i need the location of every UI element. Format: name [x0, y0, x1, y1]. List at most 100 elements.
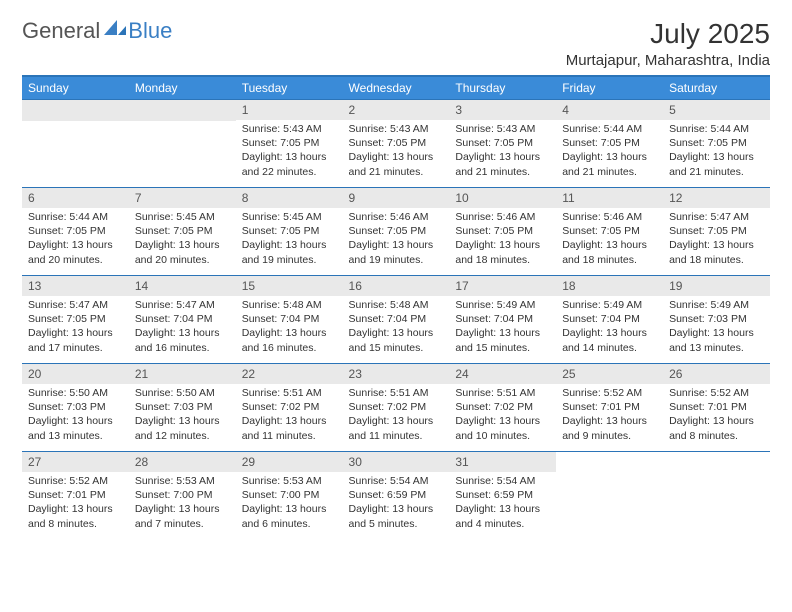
- calendar-cell: [663, 452, 770, 540]
- calendar-cell: 22Sunrise: 5:51 AMSunset: 7:02 PMDayligh…: [236, 364, 343, 452]
- day-number: 2: [343, 100, 450, 120]
- day-header: Tuesday: [236, 76, 343, 100]
- day-info: Sunrise: 5:49 AMSunset: 7:04 PMDaylight:…: [556, 296, 663, 359]
- day-info: Sunrise: 5:43 AMSunset: 7:05 PMDaylight:…: [449, 120, 556, 183]
- day-number: 21: [129, 364, 236, 384]
- day-info: Sunrise: 5:45 AMSunset: 7:05 PMDaylight:…: [236, 208, 343, 271]
- day-number: 10: [449, 188, 556, 208]
- day-header: Saturday: [663, 76, 770, 100]
- calendar-cell: 18Sunrise: 5:49 AMSunset: 7:04 PMDayligh…: [556, 276, 663, 364]
- day-info: Sunrise: 5:44 AMSunset: 7:05 PMDaylight:…: [22, 208, 129, 271]
- calendar-cell: 13Sunrise: 5:47 AMSunset: 7:05 PMDayligh…: [22, 276, 129, 364]
- day-number: 30: [343, 452, 450, 472]
- calendar-cell: 26Sunrise: 5:52 AMSunset: 7:01 PMDayligh…: [663, 364, 770, 452]
- day-number: 16: [343, 276, 450, 296]
- calendar-cell: 31Sunrise: 5:54 AMSunset: 6:59 PMDayligh…: [449, 452, 556, 540]
- day-info: Sunrise: 5:54 AMSunset: 6:59 PMDaylight:…: [343, 472, 450, 535]
- logo: General Blue: [22, 18, 172, 44]
- day-number: 7: [129, 188, 236, 208]
- calendar-header-row: SundayMondayTuesdayWednesdayThursdayFrid…: [22, 76, 770, 100]
- calendar-cell: 9Sunrise: 5:46 AMSunset: 7:05 PMDaylight…: [343, 188, 450, 276]
- day-info: Sunrise: 5:54 AMSunset: 6:59 PMDaylight:…: [449, 472, 556, 535]
- day-info: Sunrise: 5:47 AMSunset: 7:05 PMDaylight:…: [663, 208, 770, 271]
- calendar-cell: 27Sunrise: 5:52 AMSunset: 7:01 PMDayligh…: [22, 452, 129, 540]
- day-info: Sunrise: 5:50 AMSunset: 7:03 PMDaylight:…: [22, 384, 129, 447]
- day-info: Sunrise: 5:48 AMSunset: 7:04 PMDaylight:…: [236, 296, 343, 359]
- day-number: 19: [663, 276, 770, 296]
- day-info: Sunrise: 5:46 AMSunset: 7:05 PMDaylight:…: [556, 208, 663, 271]
- logo-text-general: General: [22, 18, 100, 44]
- day-header: Friday: [556, 76, 663, 100]
- calendar-cell: 14Sunrise: 5:47 AMSunset: 7:04 PMDayligh…: [129, 276, 236, 364]
- day-info: Sunrise: 5:44 AMSunset: 7:05 PMDaylight:…: [663, 120, 770, 183]
- day-number: 11: [556, 188, 663, 208]
- title-block: July 2025 Murtajapur, Maharashtra, India: [566, 18, 770, 69]
- month-title: July 2025: [566, 18, 770, 50]
- calendar-cell: 8Sunrise: 5:45 AMSunset: 7:05 PMDaylight…: [236, 188, 343, 276]
- calendar-cell: 16Sunrise: 5:48 AMSunset: 7:04 PMDayligh…: [343, 276, 450, 364]
- day-number: 23: [343, 364, 450, 384]
- calendar-cell: 24Sunrise: 5:51 AMSunset: 7:02 PMDayligh…: [449, 364, 556, 452]
- empty-daynum: [22, 100, 129, 121]
- day-info: Sunrise: 5:49 AMSunset: 7:03 PMDaylight:…: [663, 296, 770, 359]
- calendar-cell: 11Sunrise: 5:46 AMSunset: 7:05 PMDayligh…: [556, 188, 663, 276]
- day-number: 12: [663, 188, 770, 208]
- header: General Blue July 2025 Murtajapur, Mahar…: [22, 18, 770, 69]
- day-info: Sunrise: 5:43 AMSunset: 7:05 PMDaylight:…: [343, 120, 450, 183]
- calendar-cell: 21Sunrise: 5:50 AMSunset: 7:03 PMDayligh…: [129, 364, 236, 452]
- calendar-cell: [22, 100, 129, 188]
- day-info: Sunrise: 5:52 AMSunset: 7:01 PMDaylight:…: [663, 384, 770, 447]
- calendar-cell: 25Sunrise: 5:52 AMSunset: 7:01 PMDayligh…: [556, 364, 663, 452]
- calendar-cell: 30Sunrise: 5:54 AMSunset: 6:59 PMDayligh…: [343, 452, 450, 540]
- logo-text-blue: Blue: [128, 18, 172, 44]
- calendar-row: 6Sunrise: 5:44 AMSunset: 7:05 PMDaylight…: [22, 188, 770, 276]
- day-info: Sunrise: 5:51 AMSunset: 7:02 PMDaylight:…: [449, 384, 556, 447]
- day-number: 18: [556, 276, 663, 296]
- day-info: Sunrise: 5:50 AMSunset: 7:03 PMDaylight:…: [129, 384, 236, 447]
- location: Murtajapur, Maharashtra, India: [566, 52, 770, 69]
- day-number: 29: [236, 452, 343, 472]
- calendar-cell: 19Sunrise: 5:49 AMSunset: 7:03 PMDayligh…: [663, 276, 770, 364]
- calendar-cell: 10Sunrise: 5:46 AMSunset: 7:05 PMDayligh…: [449, 188, 556, 276]
- day-info: Sunrise: 5:49 AMSunset: 7:04 PMDaylight:…: [449, 296, 556, 359]
- calendar-row: 20Sunrise: 5:50 AMSunset: 7:03 PMDayligh…: [22, 364, 770, 452]
- day-header: Sunday: [22, 76, 129, 100]
- day-number: 4: [556, 100, 663, 120]
- calendar-table: SundayMondayTuesdayWednesdayThursdayFrid…: [22, 75, 770, 540]
- calendar-row: 27Sunrise: 5:52 AMSunset: 7:01 PMDayligh…: [22, 452, 770, 540]
- day-number: 24: [449, 364, 556, 384]
- day-header: Wednesday: [343, 76, 450, 100]
- logo-sail-icon: [104, 20, 126, 35]
- day-header: Thursday: [449, 76, 556, 100]
- calendar-cell: 28Sunrise: 5:53 AMSunset: 7:00 PMDayligh…: [129, 452, 236, 540]
- day-info: Sunrise: 5:46 AMSunset: 7:05 PMDaylight:…: [449, 208, 556, 271]
- day-info: Sunrise: 5:53 AMSunset: 7:00 PMDaylight:…: [129, 472, 236, 535]
- day-info: Sunrise: 5:51 AMSunset: 7:02 PMDaylight:…: [343, 384, 450, 447]
- calendar-cell: 5Sunrise: 5:44 AMSunset: 7:05 PMDaylight…: [663, 100, 770, 188]
- day-info: Sunrise: 5:52 AMSunset: 7:01 PMDaylight:…: [22, 472, 129, 535]
- day-number: 20: [22, 364, 129, 384]
- day-number: 8: [236, 188, 343, 208]
- day-number: 14: [129, 276, 236, 296]
- day-number: 15: [236, 276, 343, 296]
- day-info: Sunrise: 5:44 AMSunset: 7:05 PMDaylight:…: [556, 120, 663, 183]
- day-info: Sunrise: 5:48 AMSunset: 7:04 PMDaylight:…: [343, 296, 450, 359]
- calendar-cell: 12Sunrise: 5:47 AMSunset: 7:05 PMDayligh…: [663, 188, 770, 276]
- calendar-cell: 17Sunrise: 5:49 AMSunset: 7:04 PMDayligh…: [449, 276, 556, 364]
- day-info: Sunrise: 5:46 AMSunset: 7:05 PMDaylight:…: [343, 208, 450, 271]
- calendar-cell: 2Sunrise: 5:43 AMSunset: 7:05 PMDaylight…: [343, 100, 450, 188]
- calendar-cell: 4Sunrise: 5:44 AMSunset: 7:05 PMDaylight…: [556, 100, 663, 188]
- day-header: Monday: [129, 76, 236, 100]
- day-info: Sunrise: 5:47 AMSunset: 7:05 PMDaylight:…: [22, 296, 129, 359]
- calendar-cell: 1Sunrise: 5:43 AMSunset: 7:05 PMDaylight…: [236, 100, 343, 188]
- calendar-cell: 29Sunrise: 5:53 AMSunset: 7:00 PMDayligh…: [236, 452, 343, 540]
- calendar-row: 13Sunrise: 5:47 AMSunset: 7:05 PMDayligh…: [22, 276, 770, 364]
- calendar-cell: [556, 452, 663, 540]
- day-info: Sunrise: 5:53 AMSunset: 7:00 PMDaylight:…: [236, 472, 343, 535]
- day-info: Sunrise: 5:52 AMSunset: 7:01 PMDaylight:…: [556, 384, 663, 447]
- day-number: 25: [556, 364, 663, 384]
- day-number: 5: [663, 100, 770, 120]
- calendar-cell: 3Sunrise: 5:43 AMSunset: 7:05 PMDaylight…: [449, 100, 556, 188]
- day-info: Sunrise: 5:47 AMSunset: 7:04 PMDaylight:…: [129, 296, 236, 359]
- day-number: 9: [343, 188, 450, 208]
